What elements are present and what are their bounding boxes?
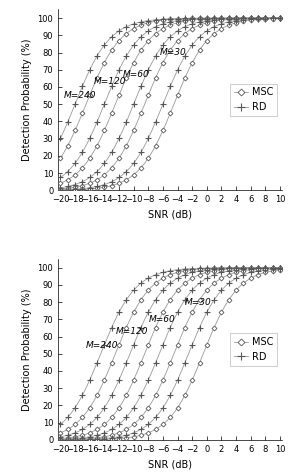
- Text: M=240: M=240: [64, 91, 97, 100]
- Y-axis label: Detection Probability (%): Detection Probability (%): [22, 39, 32, 161]
- Text: M=30: M=30: [159, 48, 186, 57]
- Legend: MSC, RD: MSC, RD: [230, 84, 277, 116]
- Text: M=30: M=30: [185, 298, 212, 307]
- Text: M=120: M=120: [93, 77, 126, 86]
- X-axis label: SNR (dB): SNR (dB): [148, 459, 192, 469]
- Text: M=120: M=120: [115, 327, 148, 336]
- Y-axis label: Detection Probability (%): Detection Probability (%): [22, 288, 32, 411]
- Text: M=240: M=240: [86, 341, 118, 350]
- Text: M=60: M=60: [148, 315, 175, 324]
- X-axis label: SNR (dB): SNR (dB): [148, 210, 192, 220]
- Legend: MSC, RD: MSC, RD: [230, 333, 277, 366]
- Text: M=60: M=60: [123, 70, 149, 79]
